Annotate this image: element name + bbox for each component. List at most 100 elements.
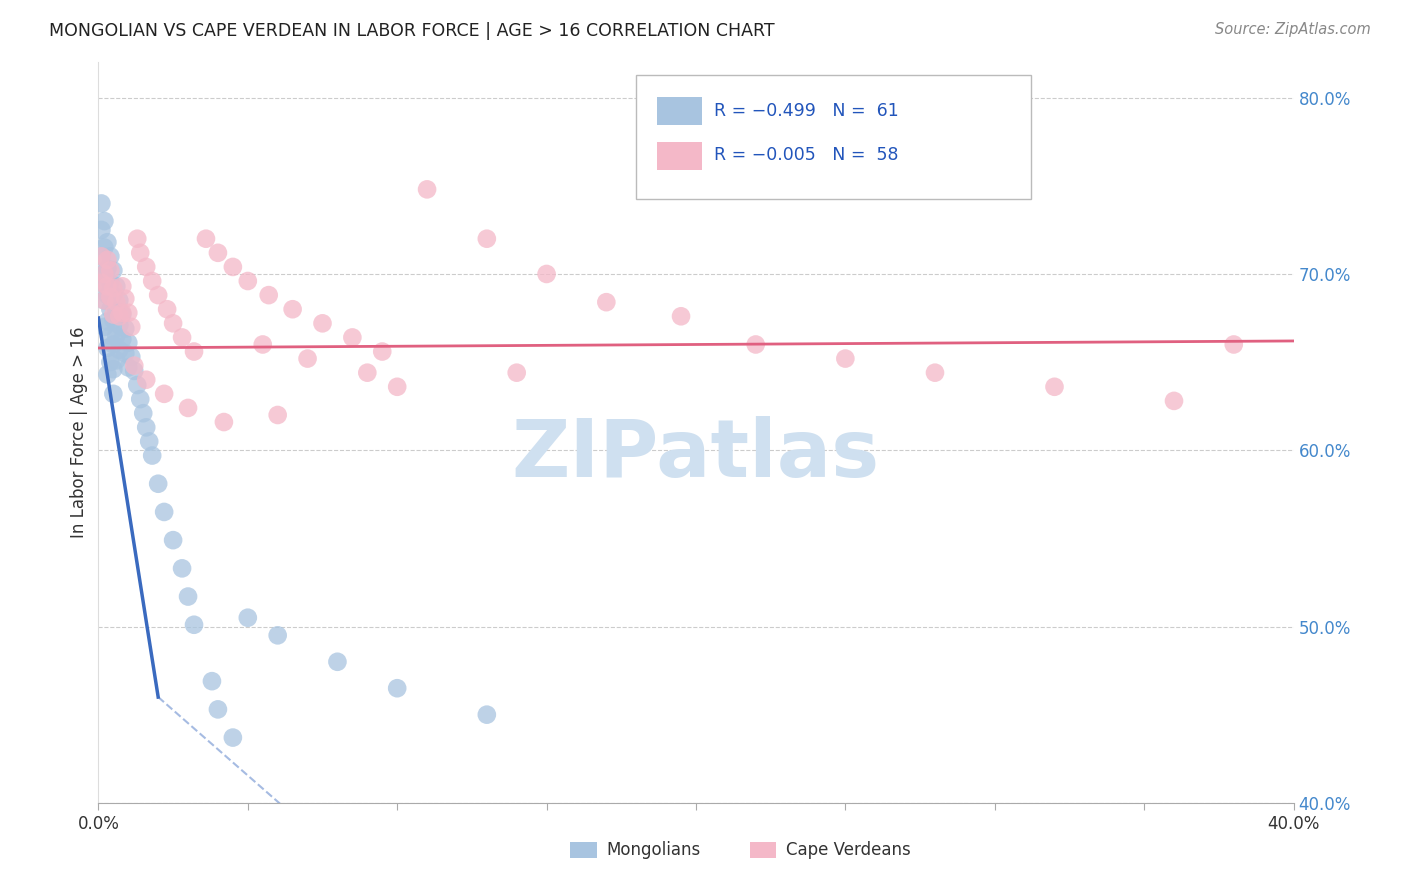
Point [129, 245, 152, 260]
Point [103, 313, 125, 327]
Text: Source: ZipAtlas.com: Source: ZipAtlas.com [1215, 22, 1371, 37]
Point [93, 293, 115, 308]
Point [475, 232, 498, 246]
Bar [657, 142, 702, 169]
Point [96, 288, 118, 302]
Point [98, 249, 122, 263]
Point [111, 306, 134, 320]
Point [162, 533, 184, 548]
Point [162, 316, 184, 330]
Point [120, 350, 142, 364]
Point [98, 302, 122, 317]
Point [236, 611, 259, 625]
Point [114, 321, 136, 335]
Point [96, 368, 118, 382]
Point [834, 351, 856, 366]
Point [93, 293, 115, 308]
Point [98, 355, 122, 369]
Point [222, 260, 245, 274]
Bar [657, 97, 702, 126]
Point [536, 267, 558, 281]
Point [212, 415, 235, 429]
Point [267, 628, 290, 642]
Point [195, 232, 218, 246]
Point [1163, 393, 1185, 408]
Point [108, 343, 131, 357]
Point [90, 276, 112, 290]
Point [90, 196, 112, 211]
Point [156, 302, 179, 317]
Point [1043, 380, 1066, 394]
Point [669, 310, 692, 324]
Text: Mongolians: Mongolians [606, 841, 700, 859]
Point [416, 182, 439, 196]
Point [93, 267, 115, 281]
Point [93, 267, 115, 281]
Point [138, 434, 160, 449]
Point [183, 617, 205, 632]
Text: Cape Verdeans: Cape Verdeans [786, 841, 910, 859]
Point [105, 295, 128, 310]
Point [595, 295, 617, 310]
Point [745, 337, 768, 351]
Point [132, 406, 155, 420]
Point [222, 731, 245, 745]
Point [96, 235, 118, 250]
Point [103, 362, 125, 376]
Point [207, 702, 229, 716]
Point [96, 279, 118, 293]
Point [103, 263, 125, 277]
Point [127, 378, 149, 392]
Point [111, 332, 134, 346]
Point [117, 360, 139, 375]
Point [153, 387, 176, 401]
Point [177, 401, 200, 415]
Point [141, 274, 163, 288]
Y-axis label: In Labor Force | Age > 16: In Labor Force | Age > 16 [70, 326, 89, 539]
Point [326, 655, 349, 669]
Point [90, 223, 112, 237]
Point [103, 281, 125, 295]
Point [96, 341, 118, 355]
Point [98, 263, 122, 277]
Point [281, 302, 304, 317]
Point [96, 252, 118, 267]
Text: ZIPatlas: ZIPatlas [512, 416, 880, 494]
Point [506, 366, 529, 380]
Point [371, 344, 394, 359]
Point [201, 674, 224, 689]
Bar [571, 842, 596, 858]
Point [105, 279, 128, 293]
Point [120, 319, 142, 334]
Point [124, 364, 146, 378]
Point [252, 337, 274, 351]
Point [117, 306, 139, 320]
Point [103, 288, 125, 302]
Point [108, 310, 131, 324]
Point [385, 681, 409, 696]
Point [342, 330, 364, 344]
Point [153, 505, 176, 519]
Point [148, 288, 170, 302]
Point [111, 279, 134, 293]
Point [475, 707, 498, 722]
Point [117, 335, 139, 350]
Point [96, 314, 118, 328]
FancyBboxPatch shape [637, 75, 1031, 200]
Point [105, 304, 128, 318]
Point [148, 476, 170, 491]
Text: R = −0.005   N =  58: R = −0.005 N = 58 [714, 146, 898, 164]
Point [267, 408, 290, 422]
Point [103, 337, 125, 351]
Point [385, 380, 409, 394]
Point [90, 276, 112, 290]
Point [98, 290, 122, 304]
Point [207, 245, 229, 260]
Point [141, 449, 163, 463]
Point [108, 293, 131, 308]
Point [96, 261, 118, 276]
Point [135, 260, 157, 274]
Point [311, 316, 333, 330]
Point [177, 590, 200, 604]
Point [93, 241, 115, 255]
